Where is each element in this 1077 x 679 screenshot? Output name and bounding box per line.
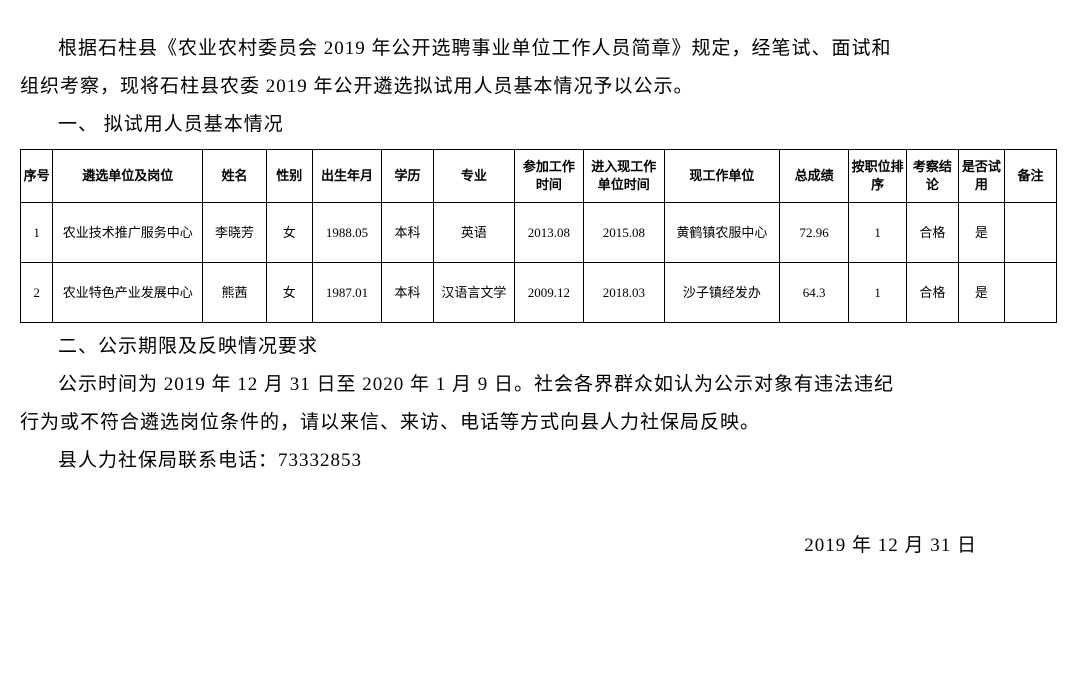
cell-remark [1004, 263, 1056, 323]
header-birth: 出生年月 [312, 150, 381, 203]
cell-currenttime: 2018.03 [583, 263, 664, 323]
cell-rank: 1 [849, 203, 907, 263]
header-score: 总成绩 [780, 150, 849, 203]
header-worktime: 参加工作时间 [514, 150, 583, 203]
header-remark: 备注 [1004, 150, 1056, 203]
table-header-row: 序号 遴选单位及岗位 姓名 性别 出生年月 学历 专业 参加工作时间 进入现工作… [21, 150, 1057, 203]
table-row: 1 农业技术推广服务中心 李晓芳 女 1988.05 本科 英语 2013.08… [21, 203, 1057, 263]
cell-name: 李晓芳 [203, 203, 266, 263]
header-rank: 按职位排序 [849, 150, 907, 203]
cell-gender: 女 [266, 203, 312, 263]
cell-edu: 本科 [382, 263, 434, 323]
header-name: 姓名 [203, 150, 266, 203]
cell-score: 72.96 [780, 203, 849, 263]
cell-result: 合格 [906, 203, 958, 263]
header-major: 专业 [433, 150, 514, 203]
header-trial: 是否试用 [958, 150, 1004, 203]
personnel-table: 序号 遴选单位及岗位 姓名 性别 出生年月 学历 专业 参加工作时间 进入现工作… [20, 149, 1057, 323]
header-currentunit: 现工作单位 [664, 150, 779, 203]
cell-currenttime: 2015.08 [583, 203, 664, 263]
header-edu: 学历 [382, 150, 434, 203]
cell-result: 合格 [906, 263, 958, 323]
notice-paragraph-line2: 行为或不符合遴选岗位条件的，请以来信、来访、电话等方式向县人力社保局反映。 [20, 404, 1057, 442]
section-title-1: 一、 拟试用人员基本情况 [20, 106, 1057, 144]
cell-currentunit: 黄鹤镇农服中心 [664, 203, 779, 263]
cell-currentunit: 沙子镇经发办 [664, 263, 779, 323]
cell-birth: 1987.01 [312, 263, 381, 323]
notice-paragraph-line1: 公示时间为 2019 年 12 月 31 日至 2020 年 1 月 9 日。社… [20, 366, 1057, 404]
cell-seq: 2 [21, 263, 53, 323]
cell-major: 英语 [433, 203, 514, 263]
section-title-2: 二、公示期限及反映情况要求 [20, 328, 1057, 366]
cell-worktime: 2013.08 [514, 203, 583, 263]
cell-trial: 是 [958, 263, 1004, 323]
cell-remark [1004, 203, 1056, 263]
cell-seq: 1 [21, 203, 53, 263]
intro-paragraph-line2: 组织考察，现将石柱县农委 2019 年公开遴选拟试用人员基本情况予以公示。 [20, 68, 1057, 106]
cell-score: 64.3 [780, 263, 849, 323]
header-seq: 序号 [21, 150, 53, 203]
table-row: 2 农业特色产业发展中心 熊茜 女 1987.01 本科 汉语言文学 2009.… [21, 263, 1057, 323]
cell-major: 汉语言文学 [433, 263, 514, 323]
contact-paragraph: 县人力社保局联系电话：73332853 [20, 442, 1057, 480]
cell-unit: 农业特色产业发展中心 [53, 263, 203, 323]
cell-worktime: 2009.12 [514, 263, 583, 323]
cell-gender: 女 [266, 263, 312, 323]
cell-birth: 1988.05 [312, 203, 381, 263]
intro-paragraph-line1: 根据石柱县《农业农村委员会 2019 年公开选聘事业单位工作人员简章》规定，经笔… [20, 30, 1057, 68]
cell-rank: 1 [849, 263, 907, 323]
cell-unit: 农业技术推广服务中心 [53, 203, 203, 263]
document-date: 2019 年 12 月 31 日 [20, 530, 1057, 557]
header-gender: 性别 [266, 150, 312, 203]
cell-trial: 是 [958, 203, 1004, 263]
header-currenttime: 进入现工作单位时间 [583, 150, 664, 203]
header-result: 考察结论 [906, 150, 958, 203]
header-unit: 遴选单位及岗位 [53, 150, 203, 203]
cell-edu: 本科 [382, 203, 434, 263]
cell-name: 熊茜 [203, 263, 266, 323]
